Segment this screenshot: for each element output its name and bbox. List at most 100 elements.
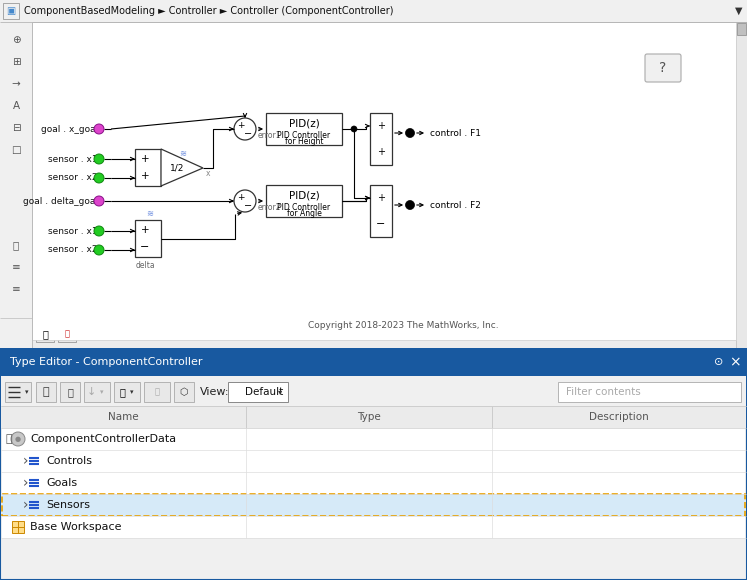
Text: Filter contents: Filter contents <box>566 387 641 397</box>
Circle shape <box>234 190 256 212</box>
Text: ⊕: ⊕ <box>12 35 20 45</box>
Bar <box>0 22 32 348</box>
Circle shape <box>94 124 104 134</box>
Bar <box>266 113 342 145</box>
Text: −: − <box>376 219 385 229</box>
Text: PID Controller: PID Controller <box>277 130 331 140</box>
Text: ▾: ▾ <box>25 389 28 395</box>
Bar <box>737 23 746 35</box>
Text: ComponentControllerData: ComponentControllerData <box>30 434 176 444</box>
Text: error2: error2 <box>258 202 282 212</box>
Text: +: + <box>377 193 385 203</box>
Text: 🗄: 🗄 <box>42 329 48 339</box>
Text: ?: ? <box>660 61 666 75</box>
Text: View:: View: <box>200 387 229 397</box>
Circle shape <box>234 118 256 140</box>
Text: →: → <box>12 79 20 89</box>
Circle shape <box>11 432 25 446</box>
Bar <box>2 516 745 538</box>
Text: ›: › <box>22 454 28 468</box>
Text: sensor . x1: sensor . x1 <box>49 227 98 235</box>
Text: sensor . x2: sensor . x2 <box>49 245 98 255</box>
Text: ›: › <box>22 476 28 490</box>
Bar <box>2 472 745 494</box>
Text: ↓: ↓ <box>87 387 96 397</box>
Text: control . F1: control . F1 <box>430 129 481 137</box>
Text: sensor . x2: sensor . x2 <box>49 173 98 183</box>
Bar <box>114 382 140 402</box>
Text: ≋: ≋ <box>146 209 153 219</box>
Text: ⬡: ⬡ <box>180 387 188 397</box>
Text: control . F2: control . F2 <box>430 201 481 209</box>
Text: ›: › <box>22 498 28 512</box>
Circle shape <box>94 226 104 236</box>
Circle shape <box>94 173 104 183</box>
Text: for Height: for Height <box>285 137 323 147</box>
Text: +: + <box>238 121 245 129</box>
Text: ⊟: ⊟ <box>12 123 20 133</box>
Bar <box>228 382 288 402</box>
Text: −: − <box>140 242 149 252</box>
Text: +: + <box>140 225 149 235</box>
Text: ⊙: ⊙ <box>714 357 724 367</box>
Circle shape <box>406 129 415 137</box>
Bar <box>36 326 54 342</box>
Text: ⌵: ⌵ <box>6 434 12 444</box>
Bar <box>12 521 24 533</box>
Text: +: + <box>140 171 149 181</box>
Text: ●: ● <box>15 436 21 442</box>
Text: Name: Name <box>108 412 138 422</box>
Text: ≡: ≡ <box>12 262 20 272</box>
Text: +: + <box>377 121 385 131</box>
Text: Sensors: Sensors <box>46 500 90 510</box>
Bar <box>3 3 19 19</box>
Bar <box>135 149 161 186</box>
Bar <box>135 220 161 257</box>
Text: for Angle: for Angle <box>287 209 321 219</box>
Text: goal . x_goal: goal . x_goal <box>41 125 98 133</box>
Text: x: x <box>205 169 210 179</box>
Text: Copyright 2018-2023 The MathWorks, Inc.: Copyright 2018-2023 The MathWorks, Inc. <box>308 321 498 331</box>
Bar <box>558 382 741 402</box>
Bar <box>174 382 194 402</box>
Bar <box>144 382 170 402</box>
Text: Type Editor - ComponentController: Type Editor - ComponentController <box>10 357 202 367</box>
Text: 👁: 👁 <box>155 387 160 397</box>
Text: PID Controller: PID Controller <box>277 202 331 212</box>
Bar <box>5 382 31 402</box>
Bar <box>370 185 392 237</box>
Bar <box>2 450 745 472</box>
Text: ▾: ▾ <box>130 389 134 395</box>
Text: ▼: ▼ <box>735 6 743 16</box>
Text: ▣: ▣ <box>7 6 16 16</box>
Bar <box>84 382 110 402</box>
Polygon shape <box>161 149 203 186</box>
Text: Base Workspace: Base Workspace <box>30 522 122 532</box>
Text: Description: Description <box>589 412 649 422</box>
Bar <box>1 376 746 406</box>
Circle shape <box>406 201 415 209</box>
Bar <box>1 349 746 376</box>
Bar <box>2 494 745 516</box>
Text: Goals: Goals <box>46 478 77 488</box>
Circle shape <box>351 126 357 132</box>
Text: −: − <box>244 201 252 211</box>
Bar <box>60 382 80 402</box>
Text: 💾: 💾 <box>119 387 125 397</box>
Text: +: + <box>377 147 385 157</box>
Text: 1/2: 1/2 <box>170 164 185 172</box>
Bar <box>1 406 746 428</box>
Bar <box>736 22 747 348</box>
Bar <box>58 326 76 342</box>
Text: ⑆: ⑆ <box>43 387 49 397</box>
Text: delta: delta <box>135 260 155 270</box>
Bar <box>0 318 32 348</box>
Text: 🗑: 🗑 <box>67 387 73 397</box>
Circle shape <box>94 154 104 164</box>
Text: error1: error1 <box>258 130 282 140</box>
Text: Default: Default <box>245 387 283 397</box>
FancyBboxPatch shape <box>645 54 681 82</box>
Bar <box>370 113 392 165</box>
Text: Controls: Controls <box>46 456 92 466</box>
Text: +: + <box>140 154 149 164</box>
